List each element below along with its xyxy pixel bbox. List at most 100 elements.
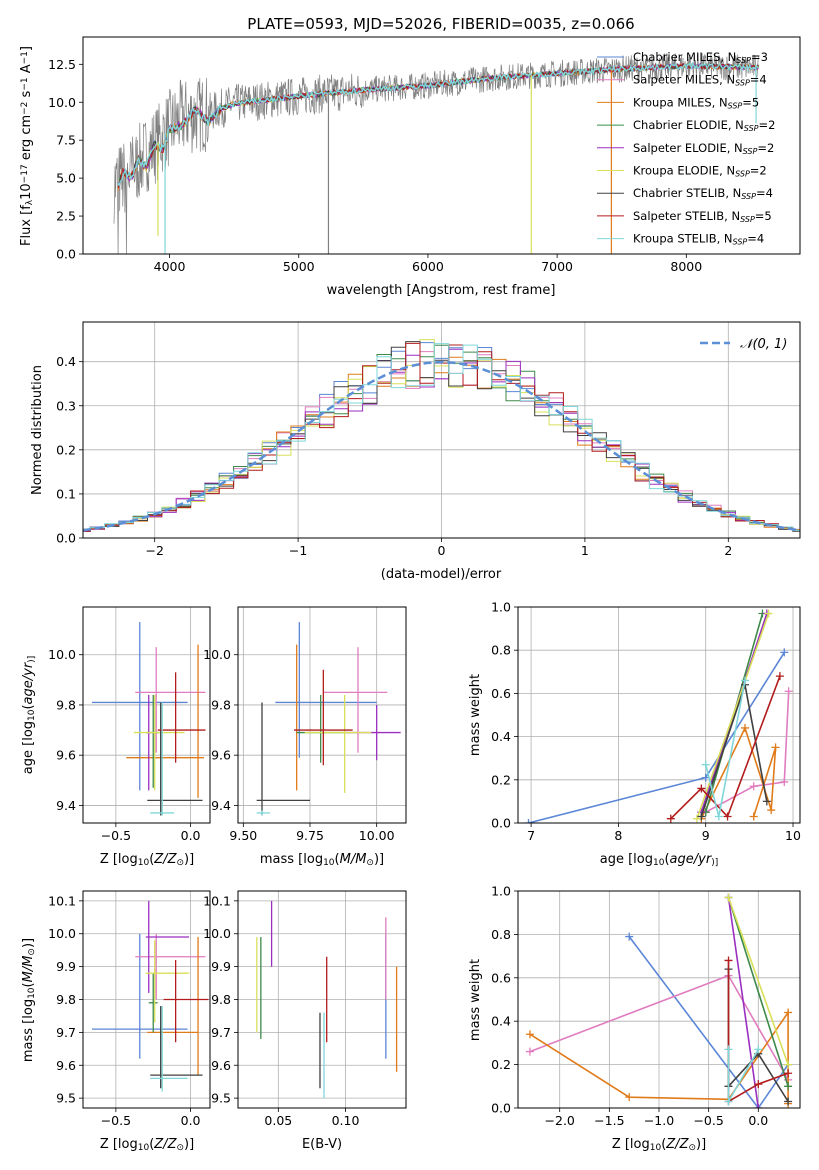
age-vs-Z-axes: −0.5 0.0 9.4 9.6 9.8 10.0	[48, 606, 211, 843]
spectrum-ylabel-part: λ	[25, 199, 35, 205]
mass-weight-vs-Z-xlabel-part: )]	[696, 1137, 706, 1152]
weight-series-kroupa-stelib-marker	[724, 1097, 733, 1106]
mass-vs-Z-ylabel-part: (	[21, 982, 36, 987]
mass-vs-Z-xtick-label: −0.5	[101, 1113, 131, 1128]
mass-vs-EBV-frame	[237, 890, 407, 1109]
normal-legend-label: 𝒩(0, 1)	[740, 337, 787, 352]
spectrum-xtick-label: 4000	[154, 259, 186, 274]
mass-weight-vs-Z-ytick-label: 0.6	[491, 970, 511, 985]
weight-series-salpeter-stelib-marker	[754, 1080, 763, 1089]
age-vs-mass-ytick-label: 9.4	[211, 798, 231, 813]
spectrum-ylabel-part: −2	[20, 102, 30, 115]
spectrum-ytick-label: 7.5	[56, 133, 76, 148]
residuals-xtick-label: −2	[145, 543, 163, 558]
histogram-salpeter-elodie	[83, 348, 800, 532]
age-vs-Z-ytick-label: 9.4	[56, 798, 76, 813]
legend-label-sub: SSP	[744, 124, 759, 133]
weight-series-kroupa-miles-marker	[525, 1030, 534, 1039]
age-vs-Z-ylabel: age [log10(age/yr)]	[21, 656, 37, 774]
weight-series-kroupa-miles-marker	[771, 743, 780, 752]
age-vs-mass-xlabel-part: mass [log	[260, 852, 323, 867]
weight-series-kroupa-stelib-marker	[724, 1045, 733, 1054]
mass-weight-vs-age-ytick-label: 1.0	[491, 600, 511, 615]
residuals-frame	[82, 321, 801, 539]
legend-label-count: =4	[756, 186, 773, 200]
age-vs-Z-ylabel-part: 10	[27, 709, 37, 721]
age-vs-mass-xtick-label: 9.75	[296, 828, 324, 843]
weight-series-salpeter-miles-marker	[749, 782, 758, 791]
age-vs-Z-xtick-label: −0.5	[101, 828, 131, 843]
weight-series-chabrier-miles-marker	[780, 648, 789, 657]
mass-weight-vs-age-ytick-label: 0.0	[491, 816, 511, 831]
age-vs-mass-axes: 9.50 9.75 10.00 9.4 9.6 9.8 10.0	[203, 606, 407, 843]
mass-vs-Z-axes: −0.5 0.0 9.5 9.6 9.7 9.8 9.9 10.0 10.1	[48, 890, 211, 1128]
mass-vs-Z-ylabel-part: M/M	[21, 956, 36, 983]
weight-series-salpeter-miles-marker	[780, 777, 789, 786]
age-vs-Z-xlabel-part: (	[149, 852, 154, 867]
weight-series-chabrier-stelib-marker	[762, 797, 771, 806]
legend-label-count: =2	[759, 118, 776, 132]
mass-vs-Z-xlabel-part: 10	[138, 1143, 150, 1153]
spectrum-ylabel-part: A	[19, 64, 34, 77]
mass-vs-Z-ytick-label: 10.0	[48, 926, 76, 941]
legend-label: Kroupa STELIB, NSSP=4	[633, 232, 764, 247]
weight-series-kroupa-stelib-marker	[740, 676, 749, 685]
weight-series-chabrier-stelib-marker	[784, 1097, 793, 1106]
mass-vs-EBV-grid	[238, 891, 406, 1108]
mass-weight-vs-Z-xlabel-part: 10	[650, 1143, 662, 1153]
residuals-ticks: −2 −1 0 1 2 0.0 0.1 0.2 0.3 0.4	[56, 354, 732, 558]
mass-weight-vs-Z-xlabel-part: (	[661, 1137, 666, 1152]
spectrum-ylabel: Flux [fλ10−17 erg cm−2 s−1 A−1]	[19, 46, 35, 246]
histogram-kroupa-stelib	[83, 343, 800, 531]
weight-series-kroupa-stelib-marker	[714, 812, 723, 821]
legend-label-count: =5	[755, 209, 772, 223]
mass-vs-Z-ytick-label: 9.8	[56, 992, 76, 1007]
spectrum-xtick-label: 6000	[412, 259, 444, 274]
mass-weight-vs-age-plot	[524, 609, 793, 823]
legend-label-count: =4	[750, 73, 767, 87]
mass-weight-vs-age-axes: 7 8 9 10 0.0 0.2 0.4 0.6 0.8 1.0	[491, 600, 801, 844]
legend-label-sub: SSP	[741, 192, 756, 201]
spectrum-ylabel-part: s	[19, 90, 34, 101]
legend-label-name: Kroupa STELIB, N	[633, 232, 733, 246]
mass-vs-Z-xlabel-part: ⊙	[176, 1143, 184, 1153]
mass-vs-Z-ticks: −0.5 0.0 9.5 9.6 9.7 9.8 9.9 10.0 10.1	[48, 893, 200, 1128]
spectrum-ytick-label: 10.0	[48, 95, 76, 110]
mass-vs-Z-xlabel-part: Z [log	[100, 1137, 138, 1152]
age-vs-mass-ytick-label: 10.0	[203, 647, 231, 662]
legend-label-name: Kroupa ELODIE, N	[633, 164, 735, 178]
spectrum-xtick-label: 5000	[283, 259, 315, 274]
weight-series-kroupa-elodie	[727, 897, 789, 1065]
weight-series-kroupa-miles-marker	[625, 1093, 634, 1102]
age-vs-Z-xtick-label: 0.0	[181, 828, 201, 843]
mass-vs-Z-xlabel-part: )]	[184, 1137, 194, 1152]
mass-vs-Z-xtick-label: 0.0	[181, 1113, 201, 1128]
legend-label: Kroupa ELODIE, NSSP=2	[633, 164, 767, 179]
weight-series-kroupa-miles-marker	[784, 1008, 793, 1017]
legend-label-sub: SSP	[740, 215, 755, 224]
legend-label-sub: SSP	[735, 170, 750, 179]
mass-weight-vs-age-xlabel: age [log10(age/yr)]	[600, 852, 718, 868]
mass-weight-vs-age-ytick-label: 0.8	[491, 643, 511, 658]
mass-weight-vs-Z-ytick-label: 1.0	[491, 884, 511, 899]
mass-vs-EBV-xtick-label: 0.05	[264, 1113, 292, 1128]
age-vs-mass-plot	[256, 622, 401, 816]
weight-series-kroupa-elodie-marker	[764, 609, 773, 618]
mass-weight-vs-Z-ytick-label: 0.8	[491, 927, 511, 942]
age-vs-Z-plot	[91, 622, 206, 816]
spectrum-ylabel-part: −17	[20, 164, 30, 183]
spectrum-ytick-label: 12.5	[48, 57, 76, 72]
mass-vs-Z-xlabel-part: Z/Z	[153, 1137, 177, 1152]
age-vs-mass-ytick-label: 9.8	[211, 697, 231, 712]
spectrum-xtick-label: 8000	[670, 259, 702, 274]
legend-label: Salpeter ELODIE, NSSP=2	[633, 141, 774, 156]
age-vs-mass-xlabel-part: ⊙	[366, 858, 374, 868]
mass-weight-vs-age-xtick-label: 9	[702, 828, 710, 843]
spectrum-ylabel-part: ]	[19, 46, 34, 51]
age-vs-mass-xlabel-part: (	[335, 852, 340, 867]
mass-vs-EBV-plot	[256, 900, 398, 1099]
residuals-ytick-label: 0.0	[56, 531, 76, 546]
age-vs-Z-xlabel-part: 10	[138, 858, 150, 868]
